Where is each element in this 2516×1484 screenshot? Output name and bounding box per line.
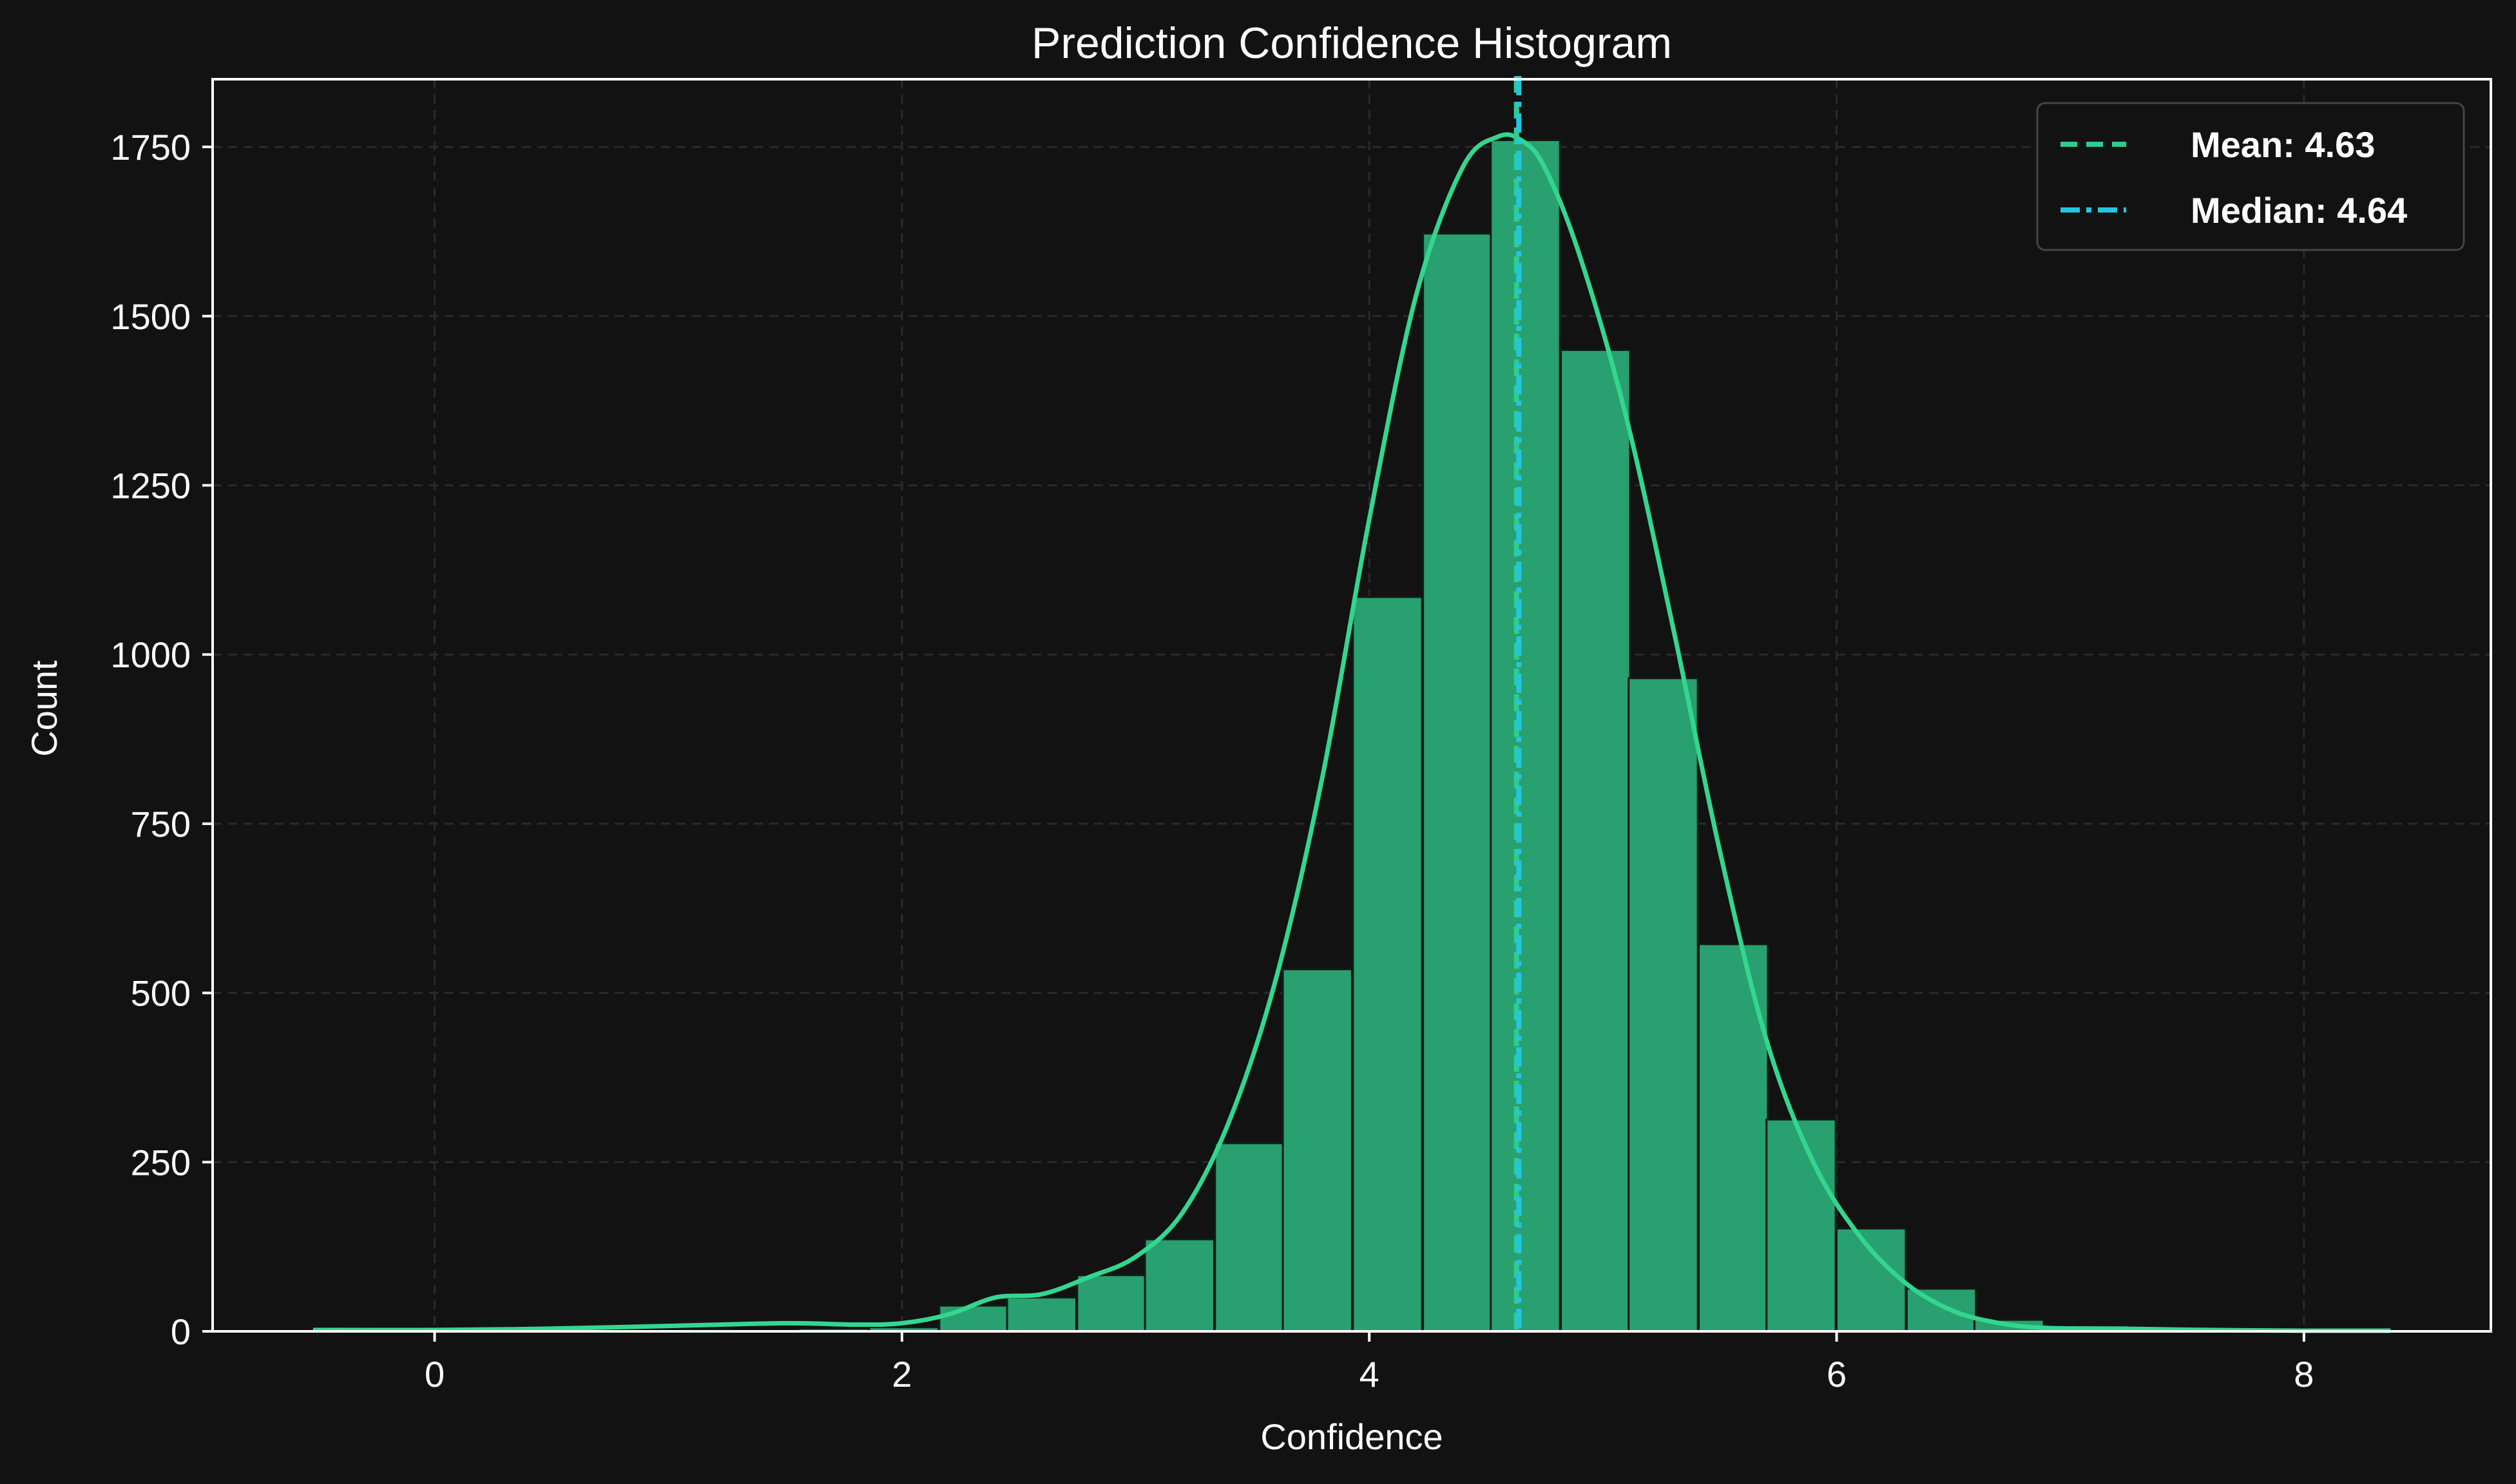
histogram-bar	[1422, 233, 1493, 1333]
histogram-bars	[312, 139, 2253, 1333]
legend-label-mean: Mean: 4.63	[2191, 124, 2375, 165]
histogram-bar	[1214, 1142, 1285, 1333]
chart-title: Prediction Confidence Histogram	[1032, 19, 1672, 68]
legend: Mean: 4.63 Median: 4.64	[2036, 102, 2465, 251]
plot-frame	[211, 78, 2492, 1333]
reference-lines	[1513, 76, 1522, 1331]
histogram-bar	[1144, 1238, 1215, 1333]
legend-box	[2036, 102, 2465, 251]
x-tick-label: 6	[1827, 1354, 1847, 1394]
histogram-bar	[1905, 1288, 1977, 1333]
histogram-bar	[1836, 1227, 1907, 1333]
x-tick-label: 0	[425, 1354, 445, 1394]
kde-curve-group	[312, 132, 2391, 1333]
y-tick-label: 0	[171, 1311, 191, 1352]
y-tick-label: 250	[131, 1142, 191, 1183]
legend-label-median: Median: 4.64	[2191, 190, 2407, 231]
histogram-bar	[1282, 968, 1353, 1333]
y-tick-label: 1250	[110, 465, 191, 506]
histogram-bar	[1490, 139, 1561, 1333]
y-tick-label: 500	[131, 973, 191, 1014]
histogram-bar	[1628, 677, 1699, 1333]
histogram-bar	[1076, 1274, 1148, 1333]
x-axis-ticks: 0 2 4 6 8	[425, 1331, 2314, 1394]
y-tick-label: 750	[131, 804, 191, 844]
y-axis-title: Count	[24, 660, 64, 757]
histogram-bar	[1560, 348, 1631, 1333]
histogram-bar	[938, 1304, 1010, 1333]
x-tick-label: 2	[892, 1354, 912, 1394]
y-tick-label: 1500	[110, 296, 191, 337]
x-axis-title: Confidence	[1260, 1416, 1443, 1457]
x-tick-label: 8	[2294, 1354, 2314, 1394]
y-tick-label: 1750	[110, 127, 191, 167]
histogram-bar	[1765, 1118, 1837, 1333]
histogram-bar	[1006, 1296, 1077, 1333]
kde-curve	[312, 132, 2391, 1333]
y-tick-label: 1000	[110, 634, 191, 675]
x-tick-label: 4	[1359, 1354, 1379, 1394]
y-axis-ticks: 0 250 500 750 1000 1250 1500 1750	[110, 127, 213, 1352]
histogram-bar	[1352, 596, 1423, 1333]
